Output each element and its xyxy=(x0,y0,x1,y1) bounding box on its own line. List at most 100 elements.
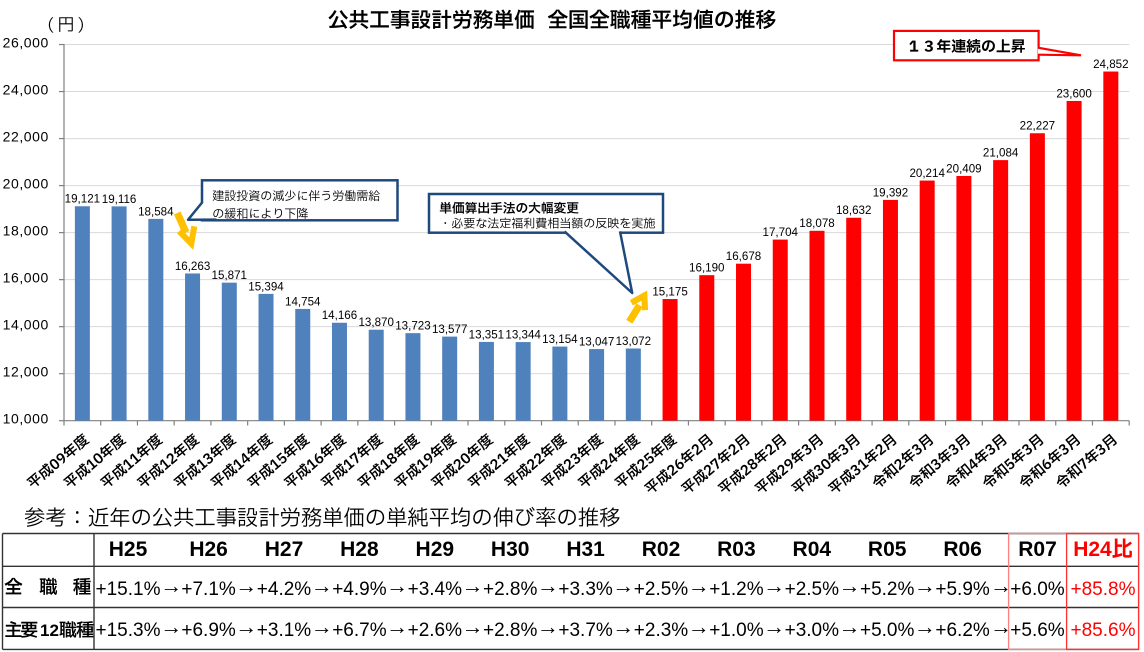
svg-text:→: → xyxy=(160,573,182,598)
svg-text:22,227: 22,227 xyxy=(1020,120,1055,133)
svg-text:21,084: 21,084 xyxy=(983,147,1019,160)
svg-text:19,392: 19,392 xyxy=(873,186,908,199)
svg-text:H30: H30 xyxy=(491,538,530,561)
svg-text:13,047: 13,047 xyxy=(579,335,614,348)
svg-text:→: → xyxy=(914,614,936,639)
svg-text:→: → xyxy=(688,573,710,598)
svg-text:15,175: 15,175 xyxy=(652,285,687,298)
svg-text:13,723: 13,723 xyxy=(395,320,430,333)
svg-text:+85.8%: +85.8% xyxy=(1071,579,1136,600)
svg-text:16,678: 16,678 xyxy=(726,250,761,263)
svg-text:+7.1%: +7.1% xyxy=(181,579,236,600)
svg-text:19,116: 19,116 xyxy=(102,193,137,206)
svg-text:→: → xyxy=(990,614,1012,639)
svg-text:14,000: 14,000 xyxy=(3,317,49,333)
svg-text:R06: R06 xyxy=(943,538,982,561)
svg-text:+15.1%: +15.1% xyxy=(96,579,161,600)
svg-text:H31: H31 xyxy=(566,538,605,561)
svg-text:+1.0%: +1.0% xyxy=(709,620,764,641)
svg-text:+2.5%: +2.5% xyxy=(634,579,689,600)
svg-text:13,072: 13,072 xyxy=(616,335,651,348)
svg-text:+3.1%: +3.1% xyxy=(257,620,312,641)
svg-text:+1.2%: +1.2% xyxy=(709,579,764,600)
svg-text:10,000: 10,000 xyxy=(3,411,49,427)
svg-text:H26: H26 xyxy=(189,538,228,561)
svg-text:→: → xyxy=(235,614,257,639)
svg-text:24,000: 24,000 xyxy=(3,81,49,97)
svg-text:+5.6%: +5.6% xyxy=(1010,620,1065,641)
svg-text:+85.6%: +85.6% xyxy=(1071,620,1136,641)
svg-text:R02: R02 xyxy=(642,538,681,561)
svg-text:+2.3%: +2.3% xyxy=(634,620,689,641)
svg-text:+4.9%: +4.9% xyxy=(332,579,387,600)
svg-text:16,263: 16,263 xyxy=(175,260,210,273)
svg-text:→: → xyxy=(612,614,634,639)
svg-text:H27: H27 xyxy=(265,538,304,561)
svg-text:26,000: 26,000 xyxy=(3,34,49,50)
svg-text:19,121: 19,121 xyxy=(65,193,100,206)
svg-text:20,000: 20,000 xyxy=(3,176,49,192)
svg-text:13,154: 13,154 xyxy=(542,333,578,346)
svg-text:16,190: 16,190 xyxy=(689,262,724,275)
svg-text:→: → xyxy=(763,573,785,598)
svg-text:→: → xyxy=(462,614,484,639)
svg-text:→: → xyxy=(462,573,484,598)
svg-text:→: → xyxy=(235,573,257,598)
svg-text:+5.0%: +5.0% xyxy=(860,620,915,641)
svg-text:+5.9%: +5.9% xyxy=(935,579,990,600)
svg-text:R04: R04 xyxy=(793,538,832,561)
svg-text:17,704: 17,704 xyxy=(763,226,799,239)
svg-text:+6.2%: +6.2% xyxy=(935,620,990,641)
svg-text:+3.7%: +3.7% xyxy=(558,620,613,641)
svg-text:R07: R07 xyxy=(1018,538,1057,561)
svg-text:18,584: 18,584 xyxy=(138,205,174,218)
svg-text:+15.3%: +15.3% xyxy=(96,620,161,641)
svg-text:→: → xyxy=(160,614,182,639)
svg-text:+4.2%: +4.2% xyxy=(257,579,312,600)
svg-text:+3.4%: +3.4% xyxy=(408,579,463,600)
svg-text:+6.9%: +6.9% xyxy=(181,620,236,641)
svg-text:+5.2%: +5.2% xyxy=(860,579,915,600)
svg-text:R03: R03 xyxy=(717,538,756,561)
svg-text:H24: H24 xyxy=(1073,538,1112,561)
svg-text:18,078: 18,078 xyxy=(799,217,834,230)
svg-text:20,409: 20,409 xyxy=(946,162,981,175)
svg-text:+6.0%: +6.0% xyxy=(1010,579,1065,600)
svg-text:H29: H29 xyxy=(416,538,455,561)
svg-text:14,166: 14,166 xyxy=(322,309,357,322)
svg-text:→: → xyxy=(763,614,785,639)
svg-text:18,000: 18,000 xyxy=(3,223,49,239)
svg-text:R05: R05 xyxy=(868,538,907,561)
svg-text:→: → xyxy=(386,573,408,598)
svg-text:13,577: 13,577 xyxy=(432,323,467,336)
svg-text:H25: H25 xyxy=(109,538,148,561)
svg-text:12: 12 xyxy=(40,621,59,640)
svg-text:→: → xyxy=(386,614,408,639)
svg-text:13,870: 13,870 xyxy=(358,316,393,329)
svg-text:14,754: 14,754 xyxy=(285,295,321,308)
svg-text:23,600: 23,600 xyxy=(1056,87,1091,100)
svg-text:→: → xyxy=(839,573,861,598)
svg-text:+6.7%: +6.7% xyxy=(332,620,387,641)
svg-text:12,000: 12,000 xyxy=(3,364,49,380)
svg-text:H28: H28 xyxy=(340,538,379,561)
svg-text:+2.5%: +2.5% xyxy=(785,579,840,600)
svg-text:→: → xyxy=(311,573,333,598)
svg-text:→: → xyxy=(537,614,559,639)
svg-text:→: → xyxy=(537,573,559,598)
svg-text:13,344: 13,344 xyxy=(505,328,541,341)
svg-text:→: → xyxy=(839,614,861,639)
svg-text:20,214: 20,214 xyxy=(909,167,945,180)
svg-text:13,351: 13,351 xyxy=(469,328,504,341)
svg-text:+3.0%: +3.0% xyxy=(785,620,840,641)
svg-text:15,871: 15,871 xyxy=(212,269,247,282)
svg-text:→: → xyxy=(612,573,634,598)
svg-text:16,000: 16,000 xyxy=(3,270,49,286)
svg-text:+2.8%: +2.8% xyxy=(483,620,538,641)
svg-text:22,000: 22,000 xyxy=(3,128,49,144)
svg-text:+3.3%: +3.3% xyxy=(558,579,613,600)
svg-text:→: → xyxy=(311,614,333,639)
svg-text:→: → xyxy=(990,573,1012,598)
svg-text:24,852: 24,852 xyxy=(1093,58,1128,71)
svg-text:15,394: 15,394 xyxy=(248,280,284,293)
